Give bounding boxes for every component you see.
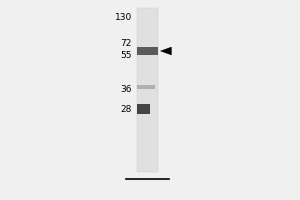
Bar	[136, 47, 158, 55]
Text: 130: 130	[115, 12, 132, 21]
Bar	[136, 104, 150, 114]
Text: 28: 28	[121, 105, 132, 114]
Bar	[137, 85, 154, 89]
Text: 72: 72	[121, 38, 132, 47]
Bar	[136, 8, 158, 172]
Text: 36: 36	[121, 85, 132, 94]
Polygon shape	[160, 47, 171, 55]
Text: 55: 55	[121, 50, 132, 60]
